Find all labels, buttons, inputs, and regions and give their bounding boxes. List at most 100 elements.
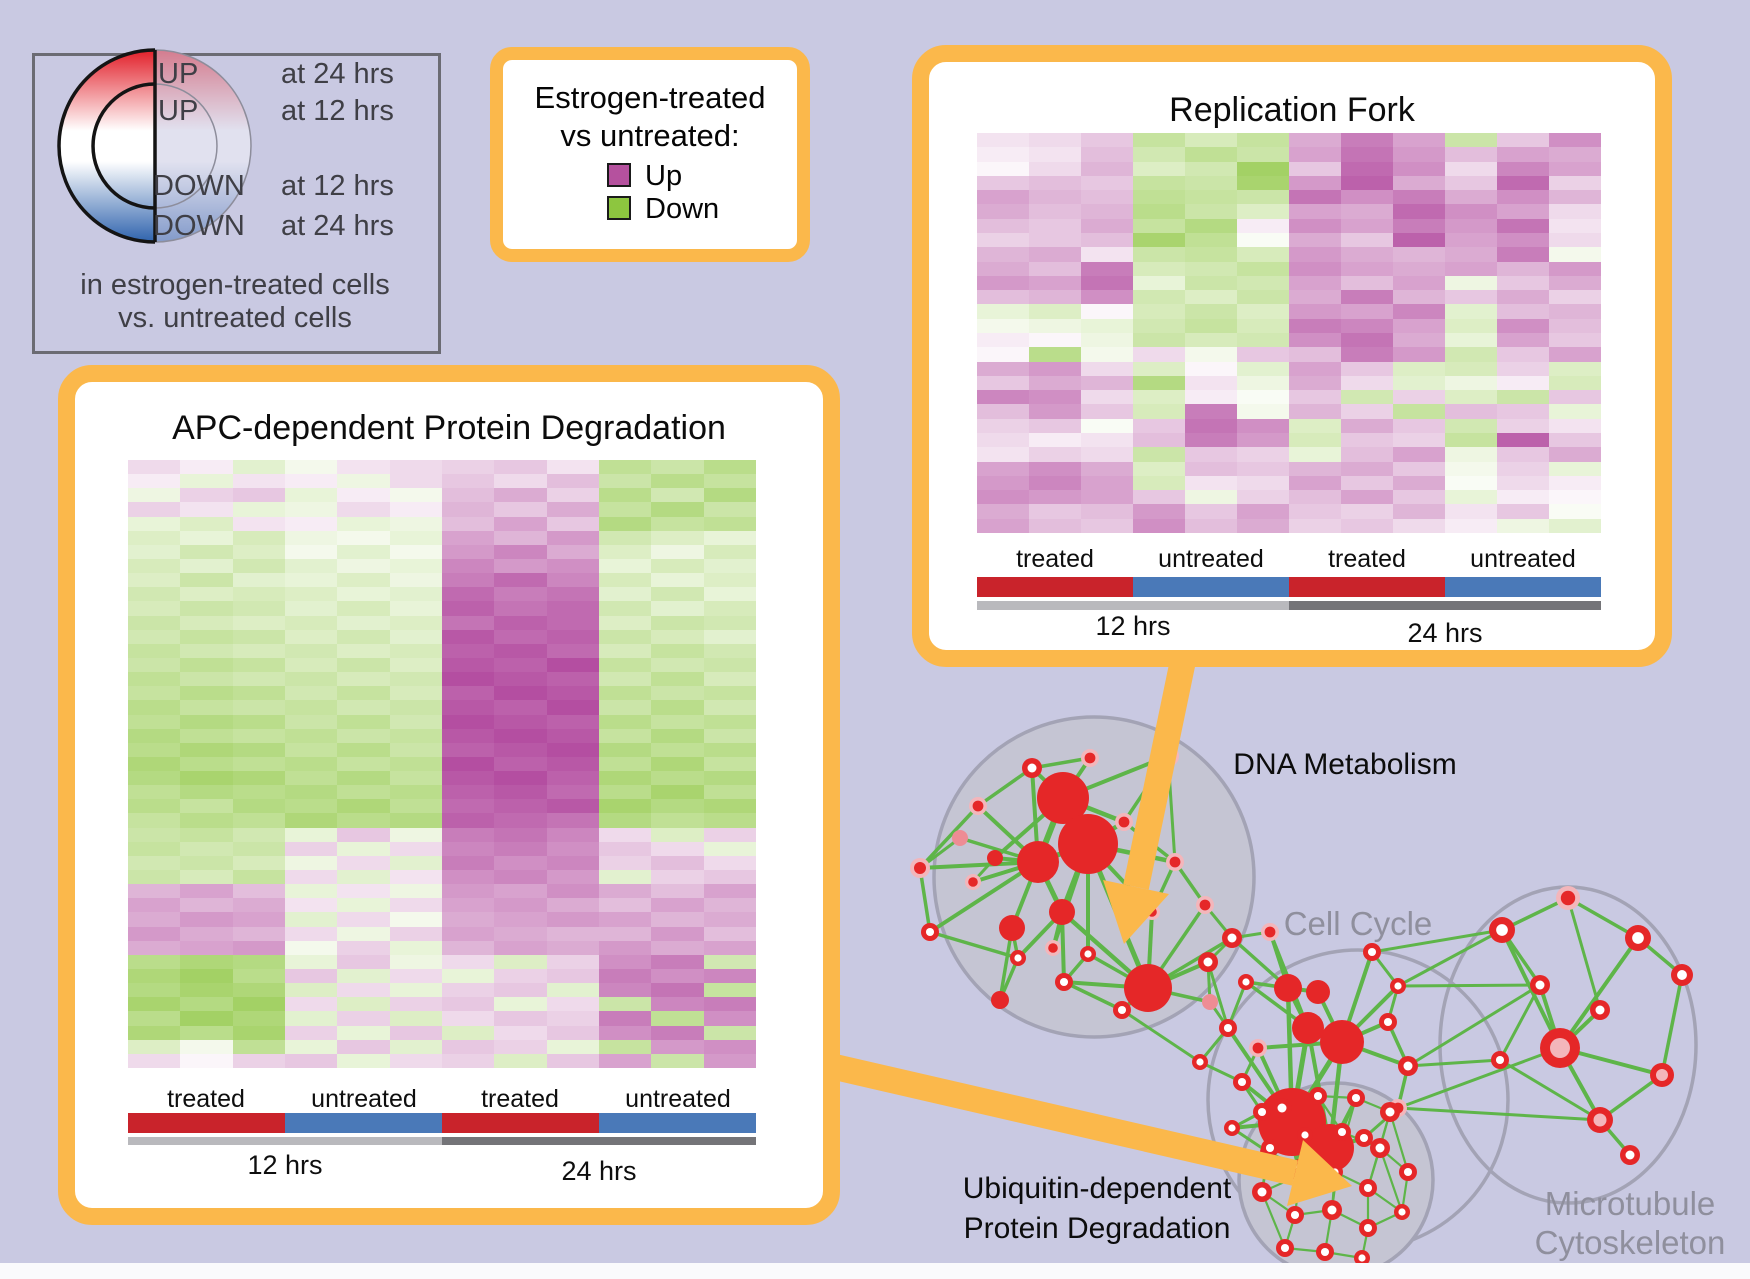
apc-group-label-3: treated <box>481 1085 559 1113</box>
heatmap-cell <box>1029 347 1081 362</box>
network-node-center <box>1196 1058 1204 1066</box>
heatmap-cell <box>598 502 652 517</box>
heatmap-cell <box>1393 475 1445 491</box>
heatmap-cell <box>232 912 285 927</box>
heatmap-cell <box>1549 133 1601 148</box>
network-node-center <box>1203 957 1213 967</box>
network-node <box>991 991 1009 1009</box>
heatmap-cell <box>180 700 233 715</box>
heatmap-cell <box>1237 190 1289 205</box>
heatmap-cell <box>1445 247 1497 262</box>
heatmap-cell <box>1497 490 1549 505</box>
heatmap-cell <box>546 672 599 687</box>
heatmap-cell <box>337 488 390 503</box>
heatmap-cell <box>389 615 442 630</box>
network-node <box>1084 752 1096 764</box>
heatmap-cell <box>977 318 1029 333</box>
heatmap-cell <box>389 742 442 757</box>
heatmap-cell <box>1393 390 1445 405</box>
heatmap-cell <box>180 898 233 913</box>
heatmap-cell <box>1029 461 1081 476</box>
heatmap-cell <box>441 742 495 757</box>
heatmap-cell <box>977 204 1029 219</box>
rf-group-label-3: treated <box>1328 545 1406 573</box>
heatmap-cell <box>1341 432 1393 448</box>
heatmap-cell <box>1393 518 1445 533</box>
network-node-center <box>1014 954 1022 962</box>
heatmap-cell <box>284 1025 338 1040</box>
network-node-center <box>1403 1167 1413 1177</box>
heatmap-cell <box>1237 347 1289 362</box>
heatmap-cell <box>651 969 704 984</box>
network-node <box>1124 964 1172 1012</box>
heatmap-cell <box>180 940 233 955</box>
heatmap-cell <box>651 997 704 1012</box>
network-edge <box>1388 1111 1410 1173</box>
network-node <box>987 850 1003 866</box>
ring-legend-caption1: in estrogen-treated cells <box>80 269 390 301</box>
heatmap-cell <box>1549 147 1601 162</box>
heatmap-cell <box>128 813 181 828</box>
heatmap-cell <box>1497 504 1549 519</box>
heatmap-cell <box>1133 133 1185 148</box>
heatmap-cell <box>284 841 338 856</box>
network-node-center <box>1632 932 1644 944</box>
heatmap-cell <box>1445 447 1497 462</box>
heatmap-cell <box>337 686 390 701</box>
heatmap-cell <box>1133 490 1185 505</box>
heatmap-cell <box>1497 518 1549 533</box>
heatmap-cell <box>284 855 338 871</box>
heatmap-cell <box>389 997 442 1012</box>
heatmap-cell <box>598 643 652 658</box>
heatmap-cell <box>441 813 495 828</box>
heatmap-cell <box>1185 432 1237 448</box>
heatmap-cell <box>546 785 599 800</box>
heatmap-cell <box>977 375 1029 391</box>
heatmap-cell <box>1185 318 1237 333</box>
heatmap-cell <box>494 657 547 673</box>
network-edge <box>1206 961 1230 1029</box>
heatmap-cell <box>337 460 390 475</box>
heatmap-cell <box>651 799 704 814</box>
heatmap-cell <box>128 728 181 743</box>
heatmap-cell <box>1237 275 1289 291</box>
rf-group-label-4: untreated <box>1470 545 1576 573</box>
heatmap-cell <box>441 643 495 658</box>
heatmap-cell <box>337 502 390 517</box>
heatmap-cell <box>389 827 442 842</box>
heatmap-cell <box>128 940 181 955</box>
heatmap-cell <box>494 884 547 899</box>
heatmap-cell <box>389 1011 442 1026</box>
heatmap-cell <box>546 771 599 786</box>
network-node-center <box>1351 1093 1361 1103</box>
heatmap-cell <box>337 855 390 871</box>
connector-arrow-shaft <box>819 1051 1298 1186</box>
heatmap-cell <box>1185 361 1237 376</box>
heatmap-cell <box>494 898 547 913</box>
heatmap-cell <box>180 1025 233 1040</box>
heatmap-cell <box>337 643 390 658</box>
network-node <box>1037 772 1089 824</box>
heatmap-cell <box>441 700 495 715</box>
heatmap-cell <box>598 983 652 998</box>
heatmap-cell <box>1289 147 1341 162</box>
heatmap-cell <box>977 161 1029 176</box>
heatmap-cell <box>651 742 704 757</box>
heatmap-cell <box>1029 490 1081 505</box>
heatmap-cell <box>1549 475 1601 491</box>
heatmap-cell <box>703 742 756 757</box>
heatmap-cell <box>1081 133 1133 148</box>
heatmap-cell <box>284 785 338 800</box>
heatmap-cell <box>651 615 704 630</box>
network-node-center <box>1227 933 1237 943</box>
heatmap-cell <box>128 488 181 503</box>
heatmap-cell <box>703 756 756 772</box>
heatmap-cell <box>703 672 756 687</box>
heatmap-cell <box>598 926 652 941</box>
heatmap-cell <box>494 799 547 814</box>
network-edge <box>1660 974 1684 1076</box>
heatmap-cell <box>598 558 652 574</box>
heatmap-cell <box>494 813 547 828</box>
network-node <box>952 830 968 846</box>
heatmap-cell <box>703 813 756 828</box>
